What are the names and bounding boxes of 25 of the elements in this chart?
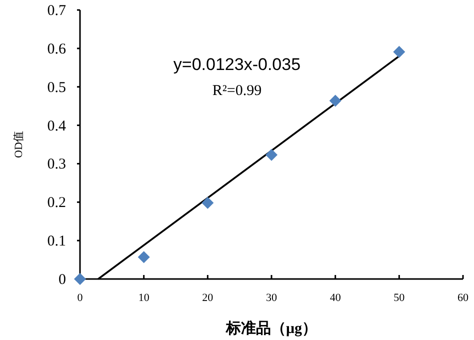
x-tick-label: 20 — [202, 292, 214, 304]
x-tick-label: 50 — [394, 292, 406, 304]
x-tick-label: 30 — [266, 292, 278, 304]
annotation: y=0.0123x-0.035 — [173, 55, 301, 74]
y-tick-label: 0.3 — [47, 156, 66, 173]
y-axis-title: OD值 — [13, 131, 25, 158]
y-tick-label: 0 — [58, 272, 66, 288]
x-tick-label: 60 — [458, 292, 469, 304]
y-tick-label: 0.6 — [47, 41, 66, 58]
annotation: R²=0.99 — [212, 83, 262, 99]
point — [266, 148, 278, 161]
y-tick-label: 0.7 — [47, 3, 66, 19]
y-tick-label: 0.5 — [47, 80, 66, 96]
point — [202, 196, 214, 209]
y-tick-label: 0.1 — [47, 234, 66, 250]
x-tick-label: 10 — [138, 292, 150, 304]
point — [74, 273, 86, 285]
point — [393, 46, 406, 58]
x-tick-label: 40 — [330, 292, 342, 304]
y-tick-label: 0.4 — [47, 118, 66, 134]
x-axis-title: 标准品（μg） — [224, 320, 318, 337]
y-tick-label: 0.2 — [47, 195, 66, 212]
point — [138, 251, 150, 264]
point — [329, 94, 342, 107]
x-tick-label: 0 — [77, 292, 84, 304]
